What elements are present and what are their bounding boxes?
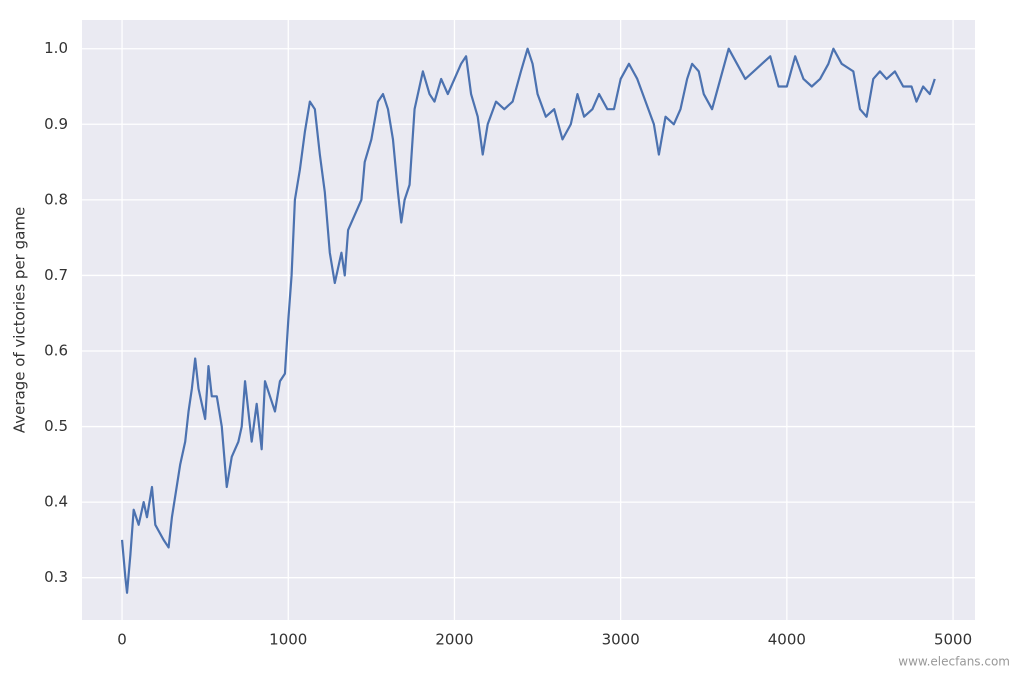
y-tick-label: 0.4 — [44, 493, 68, 511]
x-tick-label: 2000 — [435, 631, 473, 649]
y-tick-label: 0.8 — [44, 190, 68, 208]
watermark: www.elecfans.com — [898, 655, 1010, 669]
y-tick-label: 0.3 — [44, 568, 68, 586]
y-tick-label: 1.0 — [44, 39, 68, 57]
x-tick-label: 1000 — [269, 631, 307, 649]
data-line — [120, 47, 936, 594]
x-tick-label: 5000 — [934, 631, 972, 649]
y-tick-label: 0.7 — [44, 266, 68, 284]
y-tick-label: 0.9 — [44, 115, 68, 133]
y-tick-label: 0.5 — [44, 417, 68, 435]
x-tick-label: 3000 — [602, 631, 640, 649]
x-tick-label: 4000 — [768, 631, 806, 649]
y-axis-label: Average of victories per game — [11, 207, 29, 433]
y-tick-label: 0.6 — [44, 341, 68, 359]
plot-area — [82, 20, 975, 620]
x-tick-label: 0 — [117, 631, 127, 649]
